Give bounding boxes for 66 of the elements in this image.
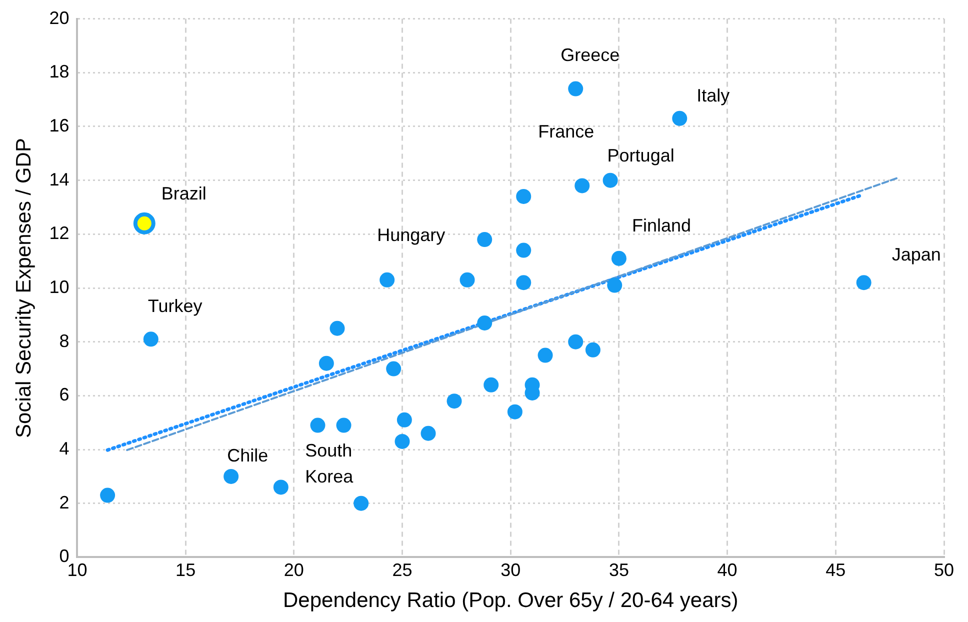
point <box>672 110 688 126</box>
annotation: Brazil <box>161 183 206 204</box>
point <box>574 178 590 194</box>
annotation: Italy <box>696 85 730 106</box>
y-tick-label: 12 <box>49 223 70 244</box>
y-tick-label: 18 <box>49 62 70 82</box>
point <box>336 418 352 433</box>
point <box>318 356 334 371</box>
y-tick-label: 10 <box>49 276 70 297</box>
y-tick-label: 0 <box>59 546 70 566</box>
y-tick-label: 16 <box>49 115 70 136</box>
x-tick-label: 35 <box>608 560 629 580</box>
point <box>354 496 369 511</box>
annotation: Greece <box>560 44 620 65</box>
point <box>568 334 584 350</box>
point <box>611 250 626 266</box>
x-tick-label: 15 <box>176 560 196 580</box>
point <box>396 412 412 428</box>
annotation: Chile <box>227 445 268 466</box>
point <box>484 377 499 392</box>
point <box>568 81 584 96</box>
point <box>585 342 600 358</box>
point <box>380 272 395 288</box>
point <box>477 232 492 248</box>
point <box>394 434 410 449</box>
point <box>507 404 522 420</box>
x-tick-label: 45 <box>826 560 846 580</box>
point <box>330 320 345 336</box>
x-tick-label: 20 <box>284 560 304 580</box>
point <box>602 172 618 188</box>
point <box>516 242 532 258</box>
annotation: France <box>538 122 594 142</box>
point <box>100 488 116 503</box>
point <box>386 361 402 376</box>
annotation: Hungary <box>377 224 446 245</box>
y-tick-label: 8 <box>59 330 70 351</box>
point <box>133 212 156 234</box>
y-tick-label: 2 <box>59 492 70 512</box>
point <box>516 275 532 290</box>
point <box>224 468 239 484</box>
point <box>460 272 475 288</box>
point <box>446 394 462 409</box>
y-tick-label: 4 <box>59 438 70 458</box>
y-tick-label: 6 <box>59 384 70 405</box>
annotation: Japan <box>892 244 941 265</box>
point <box>516 188 532 204</box>
point <box>420 426 436 441</box>
point <box>856 275 872 290</box>
point <box>538 348 553 363</box>
annotation: Portugal <box>607 145 674 166</box>
point <box>607 278 622 293</box>
annotation: Finland <box>632 215 692 236</box>
point <box>477 315 492 330</box>
point <box>273 480 288 495</box>
x-tick-label: 40 <box>717 560 738 580</box>
x-tick-label: 25 <box>392 560 412 580</box>
x-tick-label: 30 <box>500 560 521 580</box>
point <box>143 332 158 347</box>
point <box>310 418 326 433</box>
y-tick-label: 14 <box>49 169 70 190</box>
annotation: Turkey <box>148 296 202 316</box>
annotation: South Korea <box>305 440 354 486</box>
x-tick-label: 50 <box>934 560 954 580</box>
x-axis-title: Dependency Ratio (Pop. Over 65y / 20-64 years) <box>282 589 738 612</box>
y-axis-title: Social Security Expenses / GDP <box>12 138 36 438</box>
y-tick-label: 20 <box>49 8 70 28</box>
